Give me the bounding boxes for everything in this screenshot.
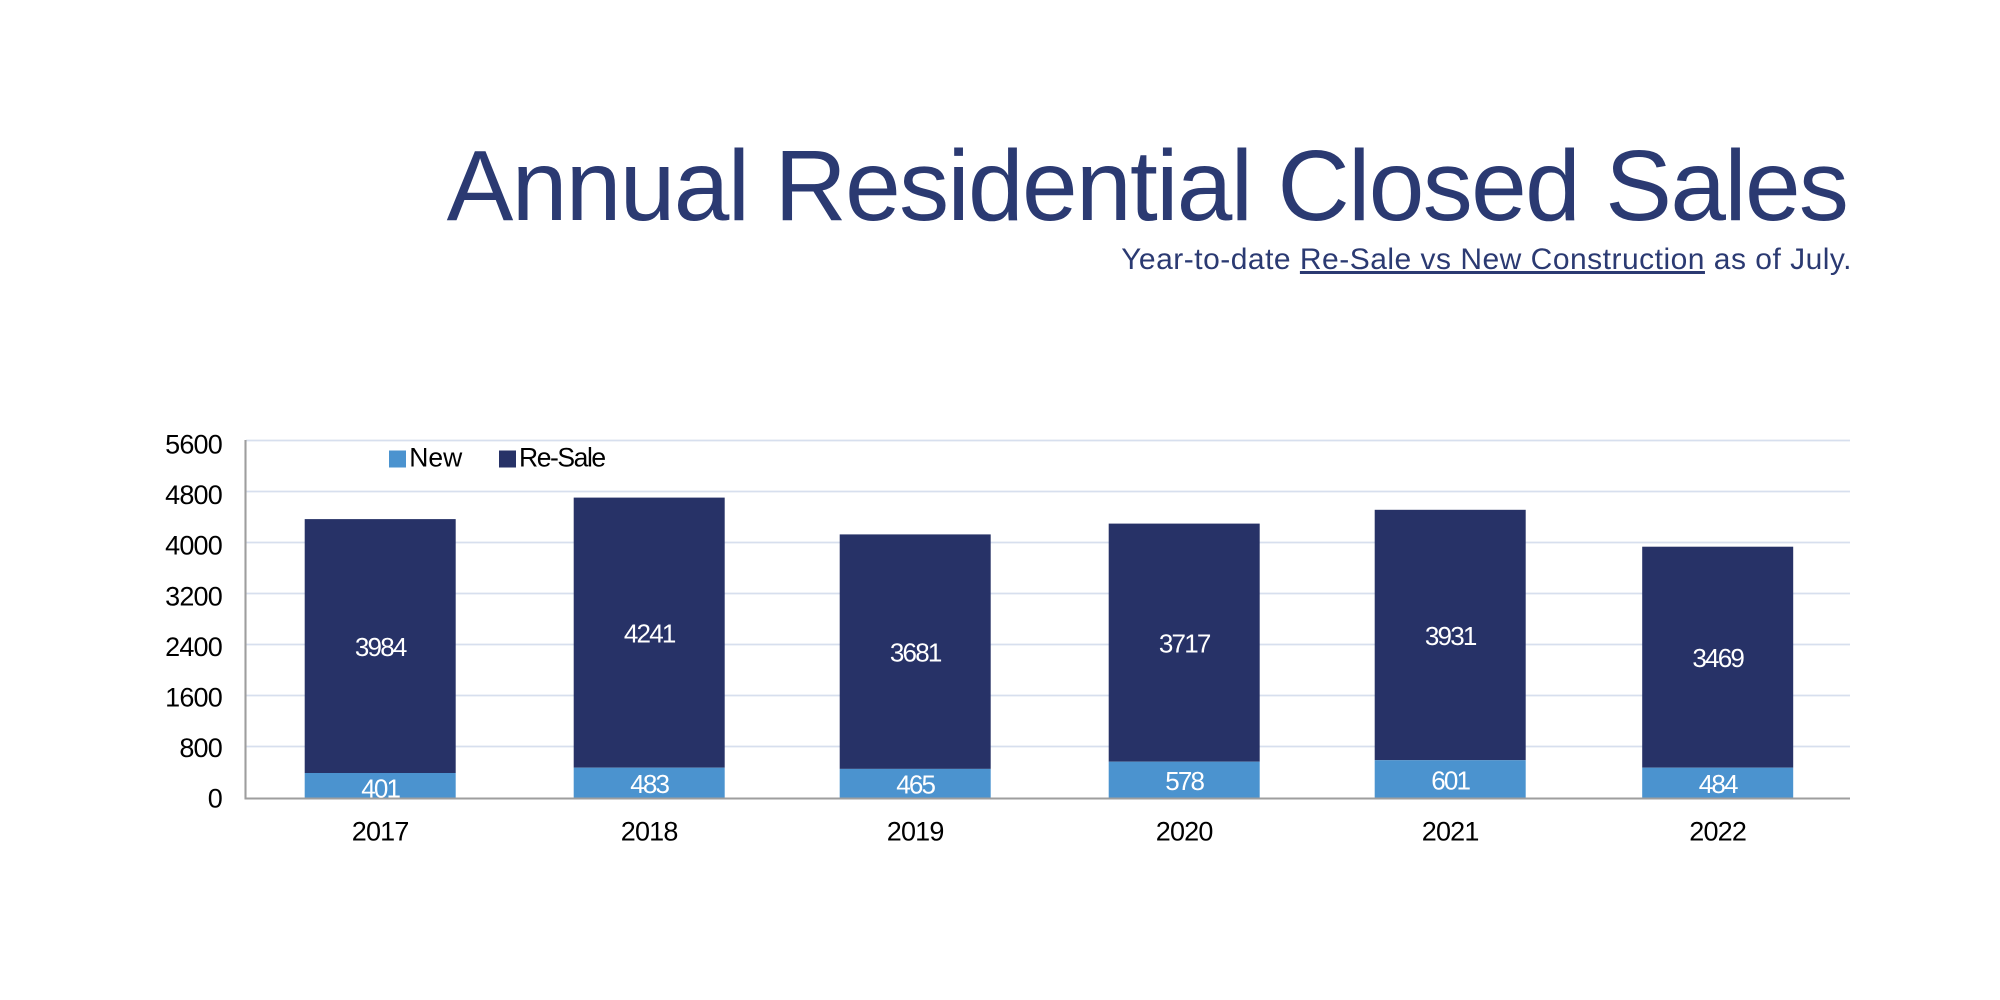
svg-text:3681: 3681 <box>890 638 942 668</box>
svg-text:484: 484 <box>1699 769 1738 799</box>
svg-text:2021: 2021 <box>1422 816 1479 846</box>
svg-text:2400: 2400 <box>165 632 222 662</box>
svg-text:3469: 3469 <box>1692 643 1744 673</box>
svg-text:601: 601 <box>1431 765 1470 795</box>
svg-text:465: 465 <box>896 770 935 800</box>
svg-text:New: New <box>409 443 463 473</box>
svg-text:2020: 2020 <box>1156 816 1213 846</box>
svg-text:Year-to-date Re-Sale vs New Co: Year-to-date Re-Sale vs New Construction… <box>1121 243 1852 276</box>
svg-text:2022: 2022 <box>1689 816 1746 846</box>
svg-text:3717: 3717 <box>1159 629 1211 659</box>
svg-text:3931: 3931 <box>1425 621 1477 651</box>
svg-text:0: 0 <box>208 784 222 814</box>
svg-text:5600: 5600 <box>165 430 222 460</box>
svg-text:4000: 4000 <box>165 531 222 561</box>
svg-text:401: 401 <box>361 773 400 803</box>
svg-text:578: 578 <box>1165 766 1204 796</box>
svg-text:3984: 3984 <box>355 632 407 662</box>
svg-text:2017: 2017 <box>352 816 409 846</box>
svg-text:3200: 3200 <box>165 581 222 611</box>
svg-text:Re-Sale: Re-Sale <box>519 443 605 473</box>
svg-text:2018: 2018 <box>621 816 678 846</box>
svg-text:483: 483 <box>630 769 669 799</box>
svg-text:2019: 2019 <box>887 816 944 846</box>
svg-text:4800: 4800 <box>165 480 222 510</box>
svg-text:1600: 1600 <box>165 682 222 712</box>
svg-text:800: 800 <box>179 733 222 763</box>
svg-text:4241: 4241 <box>624 619 676 649</box>
svg-text:Annual Residential Closed Sale: Annual Residential Closed Sales <box>447 130 1848 242</box>
